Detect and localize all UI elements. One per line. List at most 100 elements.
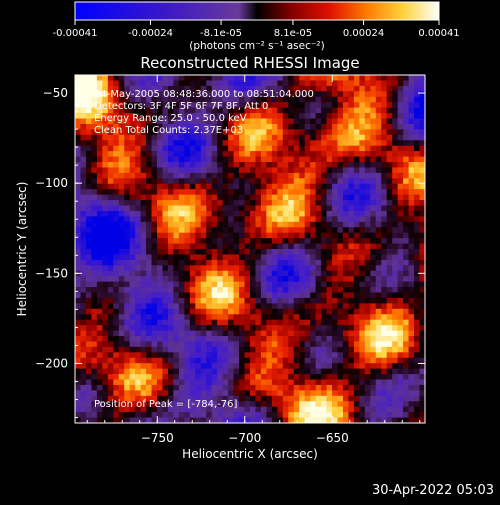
heatmap-cell (304, 216, 311, 223)
heatmap-cell (135, 178, 141, 185)
heatmap-cell (310, 183, 316, 190)
heatmap-cell (288, 113, 295, 119)
heatmap-cell (414, 205, 420, 212)
heatmap-cell (321, 417, 327, 423)
heatmap-cell (167, 406, 174, 413)
heatmap-cell (167, 189, 174, 195)
heatmap-cell (260, 118, 267, 125)
heatmap-cell (239, 232, 245, 239)
heatmap-cell (118, 368, 125, 375)
heatmap-cell (151, 221, 158, 228)
heatmap-cell (293, 216, 300, 223)
heatmap-cell (107, 325, 114, 331)
heatmap-cell (146, 232, 152, 239)
heatmap-cell (337, 303, 344, 310)
heatmap-cell (85, 205, 92, 212)
heatmap-cell (375, 325, 382, 331)
heatmap-cell (113, 80, 120, 87)
heatmap-cell (129, 107, 136, 114)
heatmap-cell (91, 210, 98, 217)
heatmap-cell (173, 384, 180, 391)
heatmap-cell (228, 238, 234, 244)
heatmap-cell (173, 314, 180, 320)
heatmap-cell (75, 336, 81, 342)
heatmap-cell (146, 287, 152, 293)
heatmap-cell (315, 210, 322, 217)
heatmap-cell (353, 417, 360, 423)
heatmap-cell (124, 205, 130, 212)
heatmap-cell (381, 406, 388, 413)
heatmap-image (75, 75, 425, 423)
heatmap-cell (293, 336, 300, 342)
heatmap-cell (321, 221, 327, 228)
heatmap-cell (277, 238, 284, 244)
heatmap-cell (140, 417, 147, 423)
heatmap-cell (299, 194, 305, 201)
heatmap-cell (342, 205, 349, 212)
heatmap-cell (315, 113, 322, 119)
heatmap-cell (260, 292, 267, 299)
heatmap-cell (244, 205, 251, 212)
heatmap-cell (332, 281, 338, 288)
heatmap-cell (315, 118, 322, 125)
heatmap-cell (255, 183, 262, 190)
heatmap-cell (315, 270, 322, 277)
heatmap-cell (124, 330, 130, 337)
heatmap-cell (228, 162, 234, 168)
heatmap-cell (277, 151, 284, 157)
heatmap-cell (124, 172, 130, 179)
heatmap-cell (118, 167, 125, 174)
heatmap-cell (80, 183, 87, 190)
heatmap-cell (167, 417, 174, 423)
heatmap-cell (288, 145, 295, 152)
heatmap-cell (386, 249, 393, 255)
heatmap-cell (91, 123, 98, 130)
heatmap-cell (195, 308, 202, 315)
heatmap-cell (151, 341, 158, 348)
heatmap-cell (118, 390, 125, 397)
heatmap-cell (211, 357, 218, 364)
heatmap-cell (151, 346, 158, 353)
heatmap-cell (375, 319, 382, 326)
heatmap-cell (408, 384, 415, 391)
heatmap-cell (321, 368, 327, 375)
heatmap-cell (184, 287, 191, 293)
heatmap-cell (386, 172, 393, 179)
heatmap-cell (124, 227, 130, 233)
heatmap-cell (140, 232, 147, 239)
heatmap-cell (397, 412, 404, 418)
heatmap-cell (80, 134, 87, 141)
heatmap-cell (151, 232, 158, 239)
heatmap-cell (375, 194, 382, 201)
heatmap-cell (381, 151, 388, 157)
heatmap-cell (337, 102, 344, 108)
heatmap-cell (392, 254, 398, 261)
heatmap-cell (266, 270, 273, 277)
heatmap-cell (140, 259, 147, 266)
heatmap-cell (140, 406, 147, 413)
heatmap-cell (375, 167, 382, 174)
heatmap-cell (299, 151, 305, 157)
heatmap-cell (107, 346, 114, 353)
heatmap-cell (293, 151, 300, 157)
heatmap-cell (102, 156, 109, 163)
heatmap-cell (80, 85, 87, 92)
heatmap-cell (244, 406, 251, 413)
heatmap-cell (271, 368, 278, 375)
heatmap-cell (162, 319, 169, 326)
heatmap-cell (244, 395, 251, 402)
heatmap-cell (118, 118, 125, 125)
heatmap-cell (91, 325, 98, 331)
heatmap-cell (135, 151, 141, 157)
heatmap-cell (304, 341, 311, 348)
heatmap-cell (118, 85, 125, 92)
heatmap-cell (140, 107, 147, 114)
heatmap-cell (375, 254, 382, 261)
heatmap-cell (217, 292, 223, 299)
heatmap-cell (239, 189, 245, 195)
heatmap-cell (386, 401, 393, 407)
heatmap-cell (348, 287, 355, 293)
heatmap-cell (228, 80, 234, 87)
heatmap-cell (299, 85, 305, 92)
heatmap-cell (146, 183, 152, 190)
